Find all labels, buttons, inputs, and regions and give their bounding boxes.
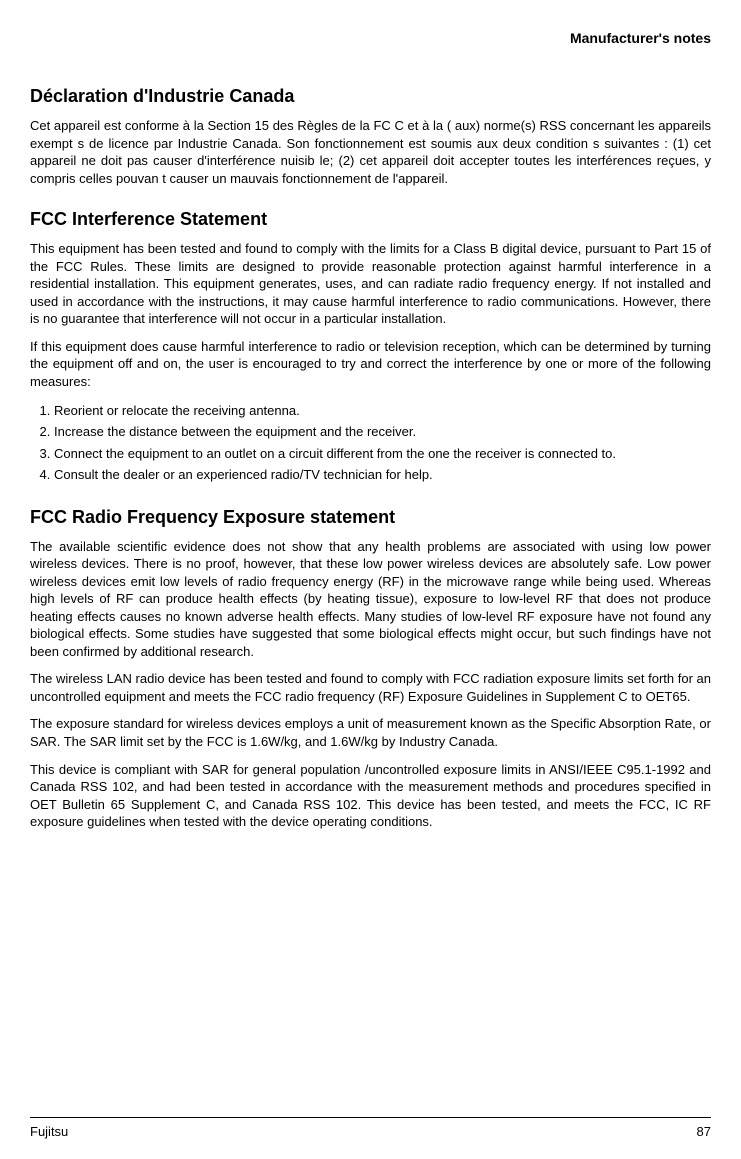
section-title-fcc-interference: FCC Interference Statement [30,209,711,230]
section-title-fcc-rf: FCC Radio Frequency Exposure statement [30,507,711,528]
paragraph-fcc-rf-3: The exposure standard for wireless devic… [30,715,711,750]
running-head: Manufacturer's notes [30,30,711,46]
list-item: Connect the equipment to an outlet on a … [54,444,711,464]
document-page: Manufacturer's notes Déclaration d'Indus… [0,0,741,1159]
footer-left: Fujitsu [30,1124,68,1139]
paragraph-fcc-rf-4: This device is compliant with SAR for ge… [30,761,711,831]
paragraph-fcc-interference-1: This equipment has been tested and found… [30,240,711,328]
section-title-industrie-canada: Déclaration d'Industrie Canada [30,86,711,107]
list-item: Consult the dealer or an experienced rad… [54,465,711,485]
paragraph-fcc-interference-2: If this equipment does cause harmful int… [30,338,711,391]
footer-page-number: 87 [697,1124,711,1139]
list-item: Reorient or relocate the receiving anten… [54,401,711,421]
paragraph-fcc-rf-1: The available scientific evidence does n… [30,538,711,661]
paragraph-industrie-canada: Cet appareil est conforme à la Section 1… [30,117,711,187]
page-footer: Fujitsu 87 [30,1117,711,1139]
list-item: Increase the distance between the equipm… [54,422,711,442]
measures-list: Reorient or relocate the receiving anten… [30,401,711,485]
paragraph-fcc-rf-2: The wireless LAN radio device has been t… [30,670,711,705]
